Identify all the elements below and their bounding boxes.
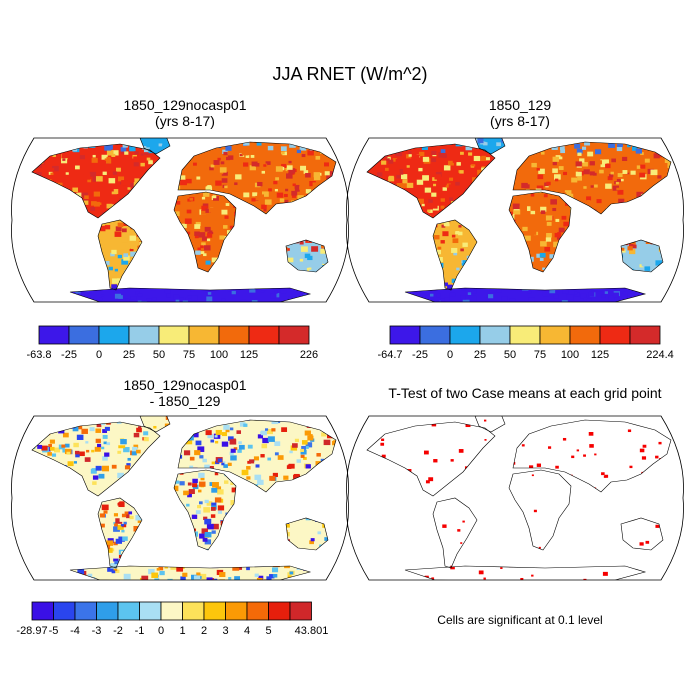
colorbar-swatch — [117, 601, 140, 621]
continent-africa — [509, 192, 571, 272]
colorbar-swatch — [389, 325, 421, 345]
colorbar-swatch — [96, 601, 119, 621]
colorbar-tick-label: 100 — [561, 349, 579, 361]
colorbar-swatch — [128, 325, 160, 345]
panel1-title-line1: 1850_129nocasp01 — [123, 97, 247, 113]
colorbar-swatch — [218, 325, 250, 345]
colorbar-swatch — [248, 325, 280, 345]
colorbar-tick-label: 125 — [240, 349, 258, 361]
colorbar-tick-label: 226 — [300, 349, 318, 361]
colorbar-swatch — [539, 325, 571, 345]
continent-eurasia — [513, 420, 671, 492]
colorbar-panel1: -63.8 -25 0 25 50 75 100 125 226 — [26, 325, 318, 361]
colorbar-swatch — [449, 325, 481, 345]
colorbar-tick-label: 4 — [244, 625, 250, 637]
colorbar-swatch — [629, 325, 661, 345]
colorbar-swatch — [98, 325, 130, 345]
main-title: JJA RNET (W/m^2) — [272, 64, 428, 84]
continent-australia — [621, 518, 663, 550]
map-panel-difference — [11, 415, 349, 581]
colorbar-tick-label: 0 — [158, 625, 164, 637]
colorbar-tick-label: -28.97 — [16, 625, 47, 637]
colorbar-swatch — [246, 601, 269, 621]
colorbar-swatch — [278, 325, 310, 345]
colorbar-panel3: -28.97 -5 -4 -3 -2 -1 0 1 2 3 4 5 43.801 — [16, 601, 328, 637]
colorbar-swatch — [139, 601, 162, 621]
continent-australia — [286, 518, 328, 550]
panel1-title: 1850_129nocasp01 (yrs 8-17) — [25, 97, 345, 129]
colorbar-tick-label: -3 — [92, 625, 102, 637]
continent-northAmerica — [367, 422, 495, 496]
colorbar-tick-label: 75 — [183, 349, 195, 361]
colorbar-tick-label: -2 — [113, 625, 123, 637]
colorbar-swatch — [419, 325, 451, 345]
colorbar-swatch — [188, 325, 220, 345]
colorbar-swatch — [509, 325, 541, 345]
panel4-title: T-Test of two Case means at each grid po… — [388, 385, 662, 401]
colorbar-tick-label: -25 — [61, 349, 77, 361]
colorbar-swatch — [599, 325, 631, 345]
panel2-title: 1850_129 (yrs 8-17) — [360, 97, 680, 129]
colorbar-tick-label: 25 — [474, 349, 486, 361]
panel3-title-line1: 1850_129nocasp01 — [123, 377, 247, 393]
panel2-title-line1: 1850_129 — [488, 97, 552, 113]
colorbar-tick-label: 100 — [210, 349, 228, 361]
map-frame — [346, 137, 684, 303]
continent-northAmerica — [32, 422, 160, 496]
colorbar-tick-label: 75 — [534, 349, 546, 361]
colorbar-tick-label: 125 — [591, 349, 609, 361]
colorbar-swatch — [68, 325, 100, 345]
colorbar-tick-label: 25 — [123, 349, 135, 361]
colorbar-tick-label: -63.8 — [26, 349, 51, 361]
colorbar-tick-label: -4 — [70, 625, 80, 637]
colorbar-panel2: -64.7 -25 0 25 50 75 100 125 224.4 — [377, 325, 674, 361]
panel3-title: 1850_129nocasp01 - 1850_129 — [25, 377, 345, 409]
colorbar-swatch — [158, 325, 190, 345]
colorbar-swatch — [182, 601, 205, 621]
colorbar-swatch — [225, 601, 248, 621]
map-panel-1850-129 — [346, 137, 684, 303]
colorbar-tick-label: 43.801 — [295, 625, 329, 637]
colorbar-swatch — [160, 601, 183, 621]
continent-antarctica — [405, 566, 645, 580]
colorbar-tick-label: 50 — [504, 349, 516, 361]
map-frame — [346, 415, 684, 581]
colorbar-tick-label: 224.4 — [646, 349, 674, 361]
colorbar-tick-label: -5 — [49, 625, 59, 637]
colorbar-swatch — [31, 601, 54, 621]
colorbar-swatch — [289, 601, 312, 621]
colorbar-tick-label: 1 — [179, 625, 185, 637]
panel2-title-line2: (yrs 8-17) — [490, 113, 550, 129]
significance-note: Cells are significant at 0.1 level — [437, 613, 603, 627]
colorbar-swatch — [569, 325, 601, 345]
colorbar-tick-label: 50 — [153, 349, 165, 361]
panel1-title-line2: (yrs 8-17) — [155, 113, 215, 129]
map-frame — [11, 415, 349, 581]
panel3-title-line2: - 1850_129 — [149, 393, 221, 409]
colorbar-tick-label: 2 — [201, 625, 207, 637]
colorbar-swatch — [38, 325, 70, 345]
colorbar-tick-label: 0 — [447, 349, 453, 361]
colorbar-swatch — [53, 601, 76, 621]
colorbar-tick-label: 5 — [265, 625, 271, 637]
map-frame — [11, 137, 349, 303]
colorbar-tick-label: -25 — [412, 349, 428, 361]
continent-eurasia — [513, 142, 671, 214]
continent-southAmerica — [433, 498, 477, 568]
continent-africa — [509, 470, 571, 550]
colorbar-tick-label: -64.7 — [377, 349, 402, 361]
colorbar-tick-label: 3 — [222, 625, 228, 637]
colorbar-tick-label: 0 — [96, 349, 102, 361]
map-panel-ttest — [346, 415, 684, 581]
colorbar-swatch — [268, 601, 291, 621]
colorbar-swatch — [74, 601, 97, 621]
colorbar-swatch — [203, 601, 226, 621]
colorbar-tick-label: -1 — [135, 625, 145, 637]
map-panel-1850-129nocasp01 — [11, 137, 349, 303]
colorbar-swatch — [479, 325, 511, 345]
